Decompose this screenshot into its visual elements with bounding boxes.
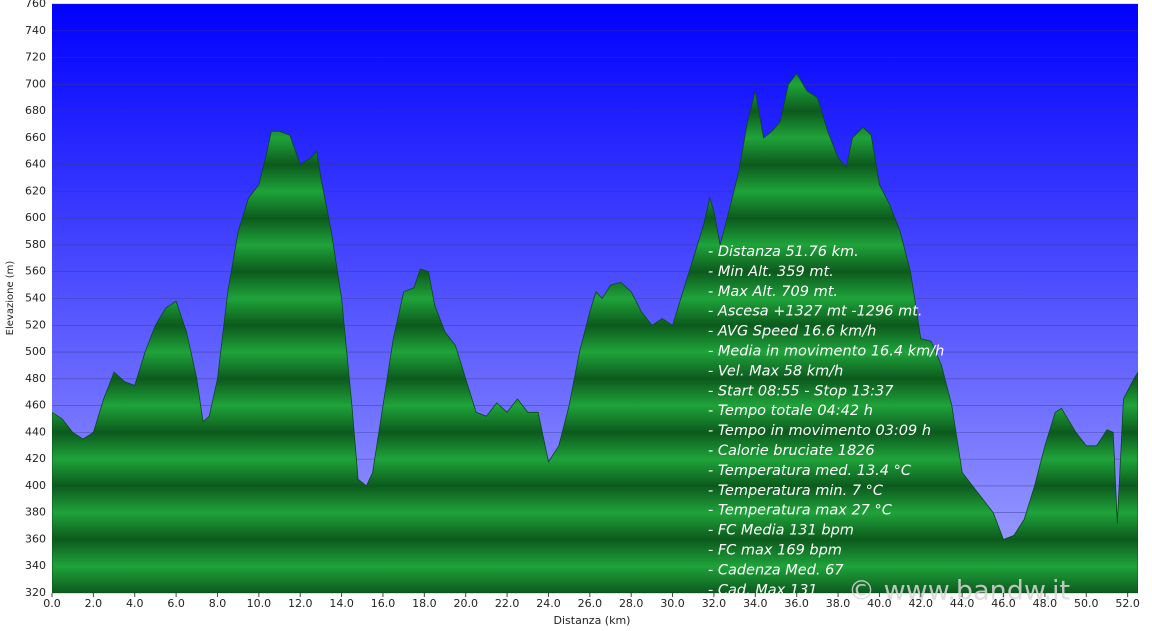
x-tick-label: 24.0 <box>536 597 561 610</box>
stat-line: - Min Alt. 359 mt. <box>708 264 834 280</box>
stat-line: - Media in movimento 16.4 km/h <box>708 344 944 360</box>
y-tick-label: 680 <box>25 104 46 117</box>
stat-line: - AVG Speed 16.6 km/h <box>708 324 876 340</box>
x-tick-label: 6.0 <box>167 597 185 610</box>
x-tick-label: 44.0 <box>950 597 975 610</box>
y-tick-label: 580 <box>25 238 46 251</box>
x-tick-label: 22.0 <box>495 597 520 610</box>
x-tick-label: 18.0 <box>412 597 437 610</box>
stat-line: - Max Alt. 709 mt. <box>708 284 838 300</box>
stat-line: - Vel. Max 58 km/h <box>708 363 843 379</box>
x-tick-label: 16.0 <box>371 597 396 610</box>
stat-line: - Tempo totale 04:42 h <box>708 403 873 419</box>
y-tick-label: 520 <box>25 318 46 331</box>
stat-line: - Cadenza Med. 67 <box>708 562 844 578</box>
x-tick-label: 4.0 <box>126 597 144 610</box>
y-tick-label: 420 <box>25 452 46 465</box>
x-tick-label: 50.0 <box>1074 597 1099 610</box>
y-tick-label: 740 <box>25 24 46 37</box>
x-tick-label: 42.0 <box>909 597 934 610</box>
x-tick-label: 36.0 <box>784 597 809 610</box>
y-tick-label: 760 <box>25 0 46 10</box>
x-tick-label: 34.0 <box>743 597 768 610</box>
y-tick-label: 360 <box>25 532 46 545</box>
stat-line: - Temperatura min. 7 °C <box>708 483 884 499</box>
x-tick-label: 38.0 <box>826 597 851 610</box>
x-tick-label: 8.0 <box>209 597 227 610</box>
x-tick-label: 0.0 <box>43 597 61 610</box>
y-axis-label: Elevazione (m) <box>5 261 16 336</box>
x-tick-label: 2.0 <box>85 597 103 610</box>
area-layer <box>52 72 1138 593</box>
y-tick-label: 660 <box>25 131 46 144</box>
x-tick-label: 32.0 <box>702 597 727 610</box>
x-tick-label: 46.0 <box>991 597 1016 610</box>
stat-line: - Tempo in movimento 03:09 h <box>708 423 931 439</box>
y-tick-label: 400 <box>25 479 46 492</box>
x-tick-label: 10.0 <box>247 597 272 610</box>
y-tick-label: 440 <box>25 425 46 438</box>
stat-line: - Ascesa +1327 mt -1296 mt. <box>708 304 923 320</box>
watermark: © www.bandw.it <box>848 576 1070 607</box>
x-tick-label: 20.0 <box>453 597 478 610</box>
stat-line: - Start 08:55 - Stop 13:37 <box>708 383 894 399</box>
y-tick-label: 340 <box>25 559 46 572</box>
y-tick-label: 700 <box>25 77 46 90</box>
y-tick-label: 480 <box>25 372 46 385</box>
y-tick-label: 320 <box>25 586 46 599</box>
stat-line: - Distanza 51.76 km. <box>708 244 859 260</box>
stat-line: - FC Media 131 bpm <box>708 523 854 539</box>
y-tick-label: 540 <box>25 292 46 305</box>
x-tick-label: 14.0 <box>329 597 354 610</box>
stat-line: - Temperatura max 27 °C <box>708 503 893 519</box>
y-tick-label: 380 <box>25 506 46 519</box>
y-tick-label: 460 <box>25 399 46 412</box>
y-tick-label: 640 <box>25 158 46 171</box>
x-tick-label: 28.0 <box>619 597 644 610</box>
stat-line: - FC max 169 bpm <box>708 543 842 559</box>
x-tick-label: 48.0 <box>1033 597 1058 610</box>
stat-line: - Cad. Max 131 <box>708 582 818 598</box>
x-tick-label: 12.0 <box>288 597 313 610</box>
y-tick-label: 600 <box>25 211 46 224</box>
y-tick-label: 500 <box>25 345 46 358</box>
stat-line: - Calorie bruciate 1826 <box>708 443 875 459</box>
x-tick-label: 40.0 <box>867 597 892 610</box>
x-axis-label: Distanza (km) <box>554 614 631 627</box>
elevation-area <box>52 72 1138 593</box>
y-tick-label: 620 <box>25 184 46 197</box>
y-tick-label: 720 <box>25 51 46 64</box>
stat-line: - Temperatura med. 13.4 °C <box>708 463 912 479</box>
y-tick-label: 560 <box>25 265 46 278</box>
x-tick-label: 26.0 <box>578 597 603 610</box>
annotations: - Distanza 51.76 km. - Min Alt. 359 mt. - … <box>708 244 1070 607</box>
x-tick-label: 30.0 <box>660 597 685 610</box>
x-tick-label: 52.0 <box>1115 597 1140 610</box>
